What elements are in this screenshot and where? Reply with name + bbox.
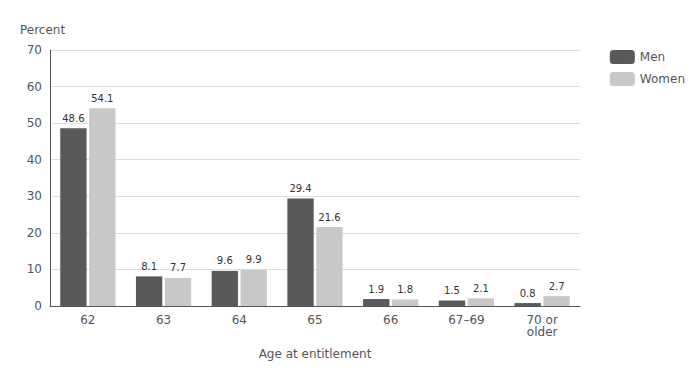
svg-text:Age at entitlement: Age at entitlement (259, 347, 372, 361)
svg-text:8.1: 8.1 (141, 261, 157, 272)
svg-text:7.7: 7.7 (170, 262, 186, 273)
svg-text:65: 65 (307, 313, 322, 327)
svg-text:0.8: 0.8 (520, 288, 536, 299)
svg-text:older: older (527, 325, 558, 339)
svg-text:67–69: 67–69 (448, 313, 485, 327)
svg-text:70: 70 (27, 43, 42, 57)
svg-text:1.9: 1.9 (368, 284, 384, 295)
svg-text:1.8: 1.8 (397, 284, 413, 295)
svg-text:48.6: 48.6 (62, 113, 84, 124)
svg-text:60: 60 (27, 80, 42, 94)
svg-text:9.6: 9.6 (217, 255, 233, 266)
svg-text:9.9: 9.9 (246, 254, 262, 265)
svg-text:40: 40 (27, 153, 42, 167)
svg-text:Women: Women (640, 72, 685, 86)
svg-text:21.6: 21.6 (318, 212, 340, 223)
svg-text:1.5: 1.5 (444, 285, 460, 296)
svg-text:20: 20 (27, 226, 42, 240)
svg-text:2.1: 2.1 (473, 283, 489, 294)
svg-text:54.1: 54.1 (91, 93, 113, 104)
svg-text:30: 30 (27, 189, 42, 203)
svg-text:63: 63 (156, 313, 171, 327)
svg-text:66: 66 (383, 313, 398, 327)
svg-text:Percent: Percent (20, 23, 65, 37)
svg-text:10: 10 (27, 262, 42, 276)
svg-text:29.4: 29.4 (289, 183, 311, 194)
svg-text:50: 50 (27, 116, 42, 130)
svg-text:62: 62 (80, 313, 95, 327)
svg-text:70 or: 70 or (526, 313, 558, 327)
svg-text:2.7: 2.7 (549, 281, 565, 292)
svg-text:0: 0 (34, 299, 42, 313)
svg-text:Men: Men (640, 50, 665, 64)
svg-text:64: 64 (232, 313, 247, 327)
